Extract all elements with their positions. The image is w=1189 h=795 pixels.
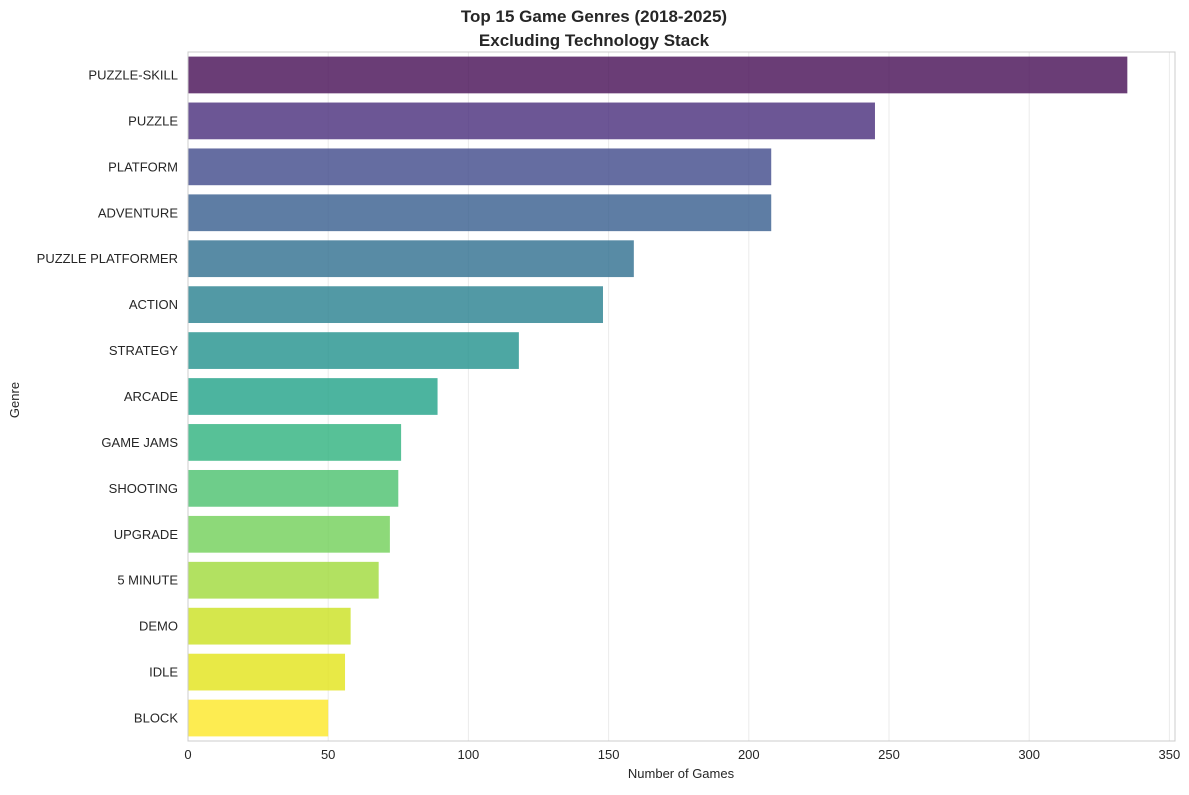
y-tick-label: IDLE bbox=[149, 665, 178, 680]
y-tick-label: PUZZLE PLATFORMER bbox=[37, 251, 178, 266]
bar bbox=[188, 424, 402, 461]
bar bbox=[188, 515, 390, 553]
x-tick-label: 200 bbox=[738, 747, 760, 762]
bar bbox=[188, 194, 772, 232]
x-tick-label: 150 bbox=[598, 747, 620, 762]
bar bbox=[188, 240, 634, 278]
y-tick-label: BLOCK bbox=[134, 711, 178, 726]
x-tick-label: 350 bbox=[1159, 747, 1181, 762]
x-tick-label: 0 bbox=[184, 747, 191, 762]
bar bbox=[188, 607, 351, 645]
y-tick-label: STRATEGY bbox=[109, 343, 178, 358]
x-tick-label: 50 bbox=[321, 747, 335, 762]
x-tick-label: 250 bbox=[878, 747, 900, 762]
chart-title: Top 15 Game Genres (2018-2025) bbox=[461, 7, 727, 26]
y-tick-label: PUZZLE-SKILL bbox=[88, 67, 178, 82]
plot-frame bbox=[187, 51, 1176, 742]
bar bbox=[188, 332, 519, 369]
y-tick-label: PLATFORM bbox=[108, 159, 178, 174]
y-tick-label: SHOOTING bbox=[109, 481, 178, 496]
bar bbox=[188, 653, 346, 691]
x-tick-labels: 0 50 100 150 200 250 300 350 bbox=[184, 747, 1180, 762]
y-tick-label: ACTION bbox=[129, 297, 178, 312]
x-tick-label: 300 bbox=[1018, 747, 1040, 762]
x-axis-label: Number of Games bbox=[628, 766, 735, 781]
bar bbox=[188, 561, 379, 599]
y-tick-label: UPGRADE bbox=[114, 527, 179, 542]
y-tick-label: PUZZLE bbox=[128, 113, 178, 128]
bar bbox=[188, 469, 399, 507]
bar bbox=[188, 378, 438, 415]
y-tick-label: 5 MINUTE bbox=[117, 573, 178, 588]
bar bbox=[188, 148, 772, 186]
bar bbox=[188, 286, 603, 324]
y-tick-label: DEMO bbox=[139, 619, 178, 634]
bar bbox=[188, 102, 875, 140]
bar bbox=[188, 699, 329, 737]
bars bbox=[188, 56, 1128, 737]
x-tick-label: 100 bbox=[458, 747, 480, 762]
y-tick-labels: PUZZLE-SKILL PUZZLE PLATFORM ADVENTURE PUZZL… bbox=[37, 67, 179, 725]
y-axis-label: Genre bbox=[7, 382, 22, 418]
bar bbox=[188, 56, 1128, 94]
y-tick-label: ARCADE bbox=[124, 389, 179, 404]
y-tick-label: ADVENTURE bbox=[98, 205, 179, 220]
plot-border bbox=[187, 51, 1176, 742]
y-tick-label: GAME JAMS bbox=[101, 435, 178, 450]
chart-subtitle: Excluding Technology Stack bbox=[479, 31, 710, 50]
